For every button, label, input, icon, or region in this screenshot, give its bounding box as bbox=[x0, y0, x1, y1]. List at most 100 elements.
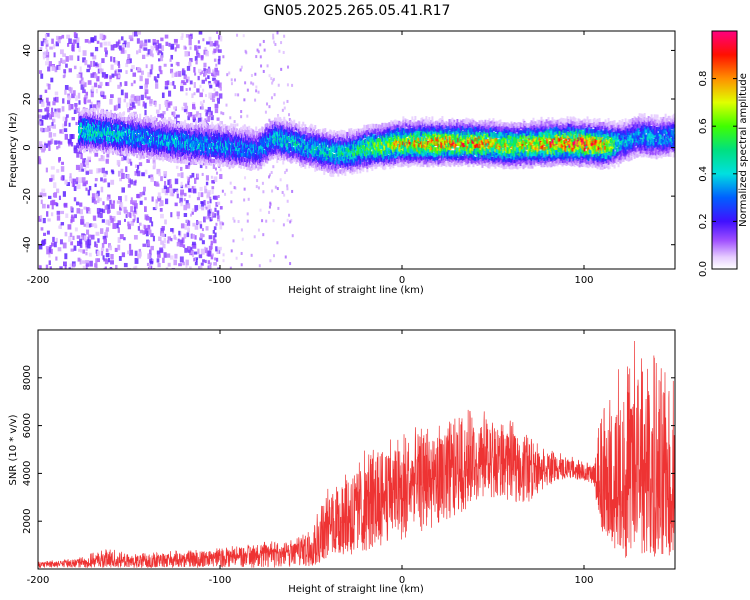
spectrogram-cell bbox=[128, 120, 131, 125]
spectrogram-cell bbox=[288, 213, 291, 217]
spectrogram-cell bbox=[86, 144, 89, 149]
spectrogram-cell bbox=[231, 156, 234, 161]
spectrogram-cell bbox=[283, 119, 286, 124]
spectrogram-cell bbox=[45, 246, 50, 250]
spectrogram-cell bbox=[98, 139, 101, 144]
spectrogram-cell bbox=[239, 153, 242, 158]
spectrogram-cell bbox=[186, 232, 190, 238]
spectrogram-cell bbox=[246, 147, 249, 152]
spectrogram-cell bbox=[161, 150, 164, 155]
spectrogram-cell bbox=[158, 150, 161, 155]
spectrogram-cell bbox=[63, 128, 68, 133]
spectrogram-cell bbox=[291, 123, 294, 128]
spectrogram-cell bbox=[284, 122, 287, 127]
spectrogram-cell bbox=[152, 152, 155, 157]
spectrogram-cell bbox=[93, 107, 96, 112]
spectrogram-cell bbox=[193, 147, 196, 152]
spectrogram-cell bbox=[166, 153, 169, 158]
spectrogram-cell bbox=[219, 221, 223, 226]
spectrogram-cell bbox=[150, 145, 153, 150]
spectrogram-cell bbox=[191, 186, 194, 190]
spectrogram-cell bbox=[323, 170, 326, 175]
spectrogram-cell bbox=[190, 112, 193, 116]
spectrogram-cell bbox=[225, 136, 228, 141]
spectrogram-cell bbox=[342, 156, 345, 161]
spectrogram-cell bbox=[191, 208, 195, 212]
spectrogram-cell bbox=[117, 125, 120, 130]
spectrogram-cell bbox=[189, 46, 192, 50]
spectrogram-cell bbox=[336, 138, 339, 143]
spectrogram-cell bbox=[277, 155, 280, 160]
spectrogram-cell bbox=[121, 172, 125, 179]
spectrogram-cell bbox=[286, 218, 289, 222]
spectrogram-cell bbox=[207, 128, 210, 133]
spectrogram-cell bbox=[114, 131, 117, 136]
spectrogram-cell bbox=[160, 121, 163, 126]
spectrogram-cell bbox=[41, 115, 46, 120]
spectrogram-cell bbox=[57, 140, 61, 144]
spectrogram-cell bbox=[90, 52, 94, 57]
spectrogram-cell bbox=[282, 121, 285, 126]
spectrogram-cell bbox=[64, 265, 67, 269]
spectrogram-cell bbox=[302, 162, 305, 167]
spectrogram-cell bbox=[260, 135, 263, 140]
spectrogram-cell bbox=[120, 36, 124, 41]
spectrogram-cell bbox=[168, 186, 172, 192]
spectrogram-cell bbox=[145, 132, 148, 137]
spectrogram-cell bbox=[256, 147, 259, 152]
spectrogram-cell bbox=[259, 128, 262, 133]
spectrogram-cell bbox=[260, 165, 263, 170]
spectrogram-cell bbox=[181, 157, 184, 162]
spectrogram-cell bbox=[232, 138, 235, 143]
spectrogram-cell bbox=[225, 150, 228, 155]
spectrogram-cell bbox=[137, 31, 142, 35]
spectrogram-cell bbox=[116, 119, 119, 124]
spectrogram-cell bbox=[280, 154, 283, 159]
spectrogram-cell bbox=[114, 247, 118, 252]
spectrogram-cell bbox=[334, 132, 337, 137]
spectrogram-cell bbox=[147, 118, 150, 123]
spectrogram-cell bbox=[110, 117, 113, 122]
spectrogram-cell bbox=[325, 148, 328, 153]
spectrogram-cell bbox=[110, 260, 114, 265]
spectrogram-cell bbox=[317, 149, 320, 154]
spectrogram-cell bbox=[222, 143, 225, 148]
spectrogram-cell bbox=[242, 125, 245, 130]
spectrogram-cell bbox=[256, 130, 259, 135]
spectrogram-cell bbox=[126, 59, 130, 64]
spectrogram-cell bbox=[52, 124, 56, 129]
spectrogram-cell bbox=[222, 138, 225, 143]
spectrogram-cell bbox=[110, 109, 113, 114]
spectrogram-cell bbox=[138, 149, 141, 154]
spectrogram-cell bbox=[151, 123, 154, 128]
spectrogram-cell bbox=[132, 147, 135, 152]
spectrogram-cell bbox=[252, 152, 255, 157]
spectrogram-cell bbox=[277, 127, 280, 132]
spectrogram-cell bbox=[308, 152, 311, 157]
spectrogram-cell bbox=[325, 151, 328, 156]
spectrogram-cell bbox=[257, 154, 260, 159]
spectrogram-cell bbox=[294, 141, 297, 146]
spectrogram-cell bbox=[120, 126, 123, 131]
spectrogram-cell bbox=[227, 143, 230, 148]
spectrogram-cell bbox=[171, 131, 174, 136]
spectrogram-cell bbox=[129, 150, 132, 155]
spectrogram-cell bbox=[256, 179, 259, 183]
spectrogram-cell bbox=[173, 133, 176, 138]
spectrogram-cell bbox=[297, 149, 300, 154]
spectrogram-cell bbox=[293, 154, 296, 159]
spectrogram-cell bbox=[140, 123, 143, 128]
spectrogram-cell bbox=[186, 76, 190, 82]
spectrogram-cell bbox=[325, 156, 328, 161]
spectrogram-cell bbox=[137, 67, 141, 71]
spectrogram-cell bbox=[323, 141, 326, 146]
spectrogram-cell bbox=[77, 55, 80, 61]
spectrogram-cell bbox=[300, 147, 303, 152]
spectrogram-cell bbox=[77, 257, 81, 262]
spectrogram-cell bbox=[180, 121, 183, 126]
spectrogram-cell bbox=[52, 132, 57, 137]
spectrogram-cell bbox=[156, 250, 161, 255]
spectrogram-cell bbox=[246, 219, 249, 223]
spectrogram-cell bbox=[278, 117, 281, 122]
spectrogram-cell bbox=[278, 135, 281, 140]
